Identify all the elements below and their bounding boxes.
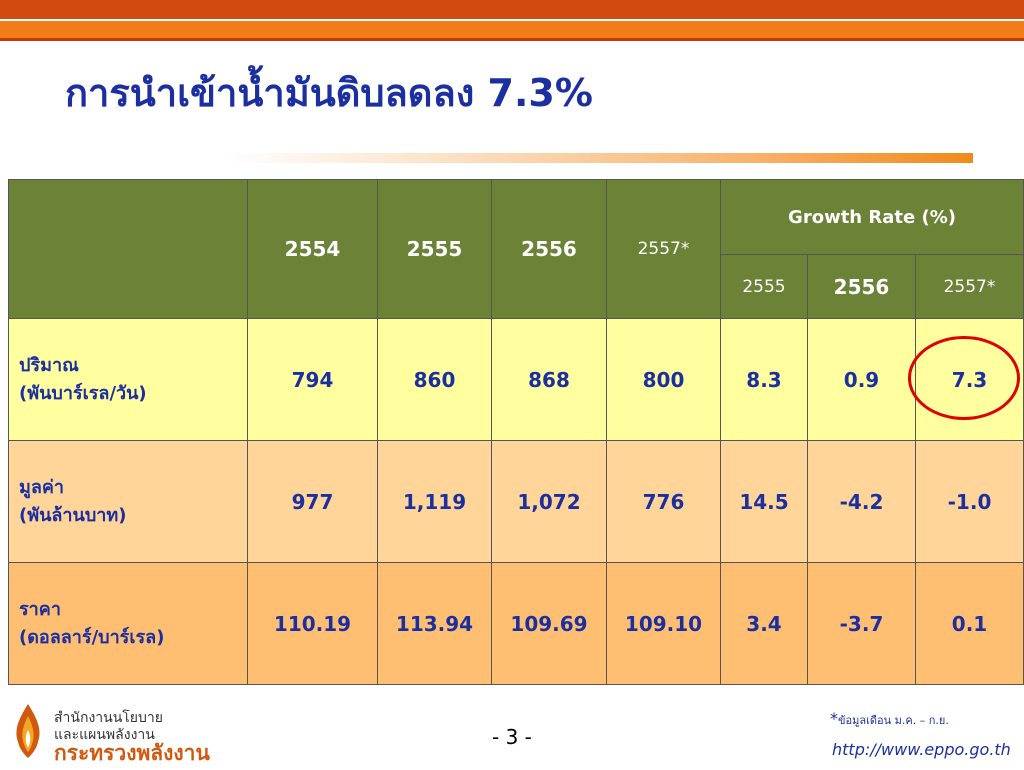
row-label-line1: ปริมาณ (19, 354, 79, 376)
growth-rate-header: Growth Rate (%) (720, 179, 1024, 255)
org-name-line1: สำนักงานนโยบาย (54, 710, 163, 726)
footnote: *ข้อมูลเดือน ม.ค. – ก.ย. (830, 709, 949, 729)
table-cell: 109.69 (491, 562, 607, 685)
table-cell: 109.10 (606, 562, 721, 685)
row-label: มูลค่า (พันล้านบาท) (8, 440, 248, 563)
flame-logo-icon (16, 704, 40, 758)
table-cell: 794 (247, 318, 378, 441)
table-cell: 14.5 (720, 440, 808, 563)
row-label-line2: (พันบาร์เรล/วัน) (19, 382, 147, 404)
table-cell: 1,072 (491, 440, 607, 563)
row-label-line1: มูลค่า (19, 476, 65, 498)
table-cell: -4.2 (807, 440, 916, 563)
table-cell: 0.1 (915, 562, 1024, 685)
row-label-line1: ราคา (19, 598, 61, 620)
row-label: ปริมาณ (พันบาร์เรล/วัน) (8, 318, 248, 441)
header-year-2556: 2556 (491, 179, 607, 319)
table-cell: 868 (491, 318, 607, 441)
highlight-circle (908, 336, 1020, 420)
growth-year-2555: 2555 (720, 254, 808, 319)
org-name-line2: และแผนพลังงาน (54, 727, 155, 743)
page-number: - 3 - (492, 725, 532, 749)
table-cell: 977 (247, 440, 378, 563)
table-cell: 860 (377, 318, 492, 441)
table-cell: -1.0 (915, 440, 1024, 563)
table-row: มูลค่า (พันล้านบาท) 977 1,119 1,072 776 1… (8, 440, 1024, 563)
table-cell: 8.3 (720, 318, 808, 441)
table-cell: 113.94 (377, 562, 492, 685)
ministry-name: กระทรวงพลังงาน (54, 741, 210, 765)
table-corner-cell (8, 179, 248, 319)
table-cell: -3.7 (807, 562, 916, 685)
table-row: ราคา (ดอลลาร์/บาร์เรล) 110.19 113.94 109.… (8, 562, 1024, 685)
crude-oil-import-table: 2554 2555 2556 2557* Growth Rate (%) 255… (8, 179, 1024, 685)
footnote-star: * (830, 709, 838, 728)
table-row: ปริมาณ (พันบาร์เรล/วัน) 794 860 868 800 8… (8, 318, 1024, 441)
growth-year-2557: 2557* (915, 254, 1024, 319)
row-label: ราคา (ดอลลาร์/บาร์เรล) (8, 562, 248, 685)
slide-title: การนำเข้าน้ำมันดิบลดลง 7.3% (65, 71, 593, 115)
website-link[interactable]: http://www.eppo.go.th (832, 740, 1011, 759)
table-cell: 1,119 (377, 440, 492, 563)
row-label-line2: (พันล้านบาท) (19, 504, 127, 526)
table-cell: 0.9 (807, 318, 916, 441)
header-year-2557: 2557* (606, 179, 721, 319)
title-underline (225, 153, 973, 163)
top-banner (0, 0, 1024, 41)
table-cell: 800 (606, 318, 721, 441)
footnote-text: ข้อมูลเดือน ม.ค. – ก.ย. (838, 714, 949, 727)
row-label-line2: (ดอลลาร์/บาร์เรล) (19, 626, 165, 648)
table-cell: 3.4 (720, 562, 808, 685)
header-year-2555: 2555 (377, 179, 492, 319)
table-cell: 776 (606, 440, 721, 563)
growth-year-2556: 2556 (807, 254, 916, 319)
header-year-2554: 2554 (247, 179, 378, 319)
table-cell: 110.19 (247, 562, 378, 685)
